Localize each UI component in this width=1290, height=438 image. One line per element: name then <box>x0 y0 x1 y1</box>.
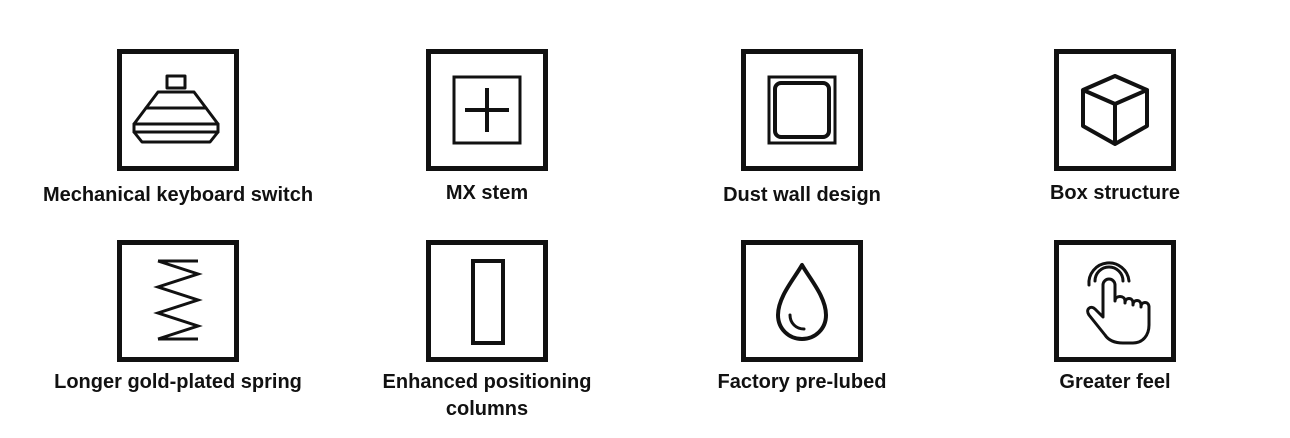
feature-box-structure: Box structure <box>965 49 1265 207</box>
column-icon <box>426 240 548 362</box>
droplet-icon <box>741 240 863 362</box>
feature-label: Enhanced positioning columns <box>382 371 592 420</box>
spring-icon <box>117 240 239 362</box>
feature-mechanical-switch: Mechanical keyboard switch <box>28 49 328 209</box>
feature-greater-feel: Greater feel <box>965 240 1265 396</box>
feature-pre-lubed: Factory pre-lubed <box>652 240 952 396</box>
dust-wall-icon <box>741 49 863 171</box>
feature-label: Mechanical keyboard switch <box>42 184 314 206</box>
feature-label: MX stem <box>445 182 529 204</box>
cross-stem-icon <box>426 49 548 171</box>
finger-touch-icon <box>1054 240 1176 362</box>
feature-label: Greater feel <box>1059 371 1171 393</box>
feature-dust-wall: Dust wall design <box>652 49 952 209</box>
feature-label: Longer gold-plated spring <box>54 371 302 393</box>
feature-label: Dust wall design <box>723 184 881 206</box>
switch-icon <box>117 49 239 171</box>
feature-mx-stem: MX stem <box>337 49 637 207</box>
feature-positioning-columns: Enhanced positioning columns <box>337 240 637 423</box>
cube-icon <box>1054 49 1176 171</box>
feature-label: Factory pre-lubed <box>717 371 887 393</box>
feature-label: Box structure <box>1049 182 1181 204</box>
feature-gold-spring: Longer gold-plated spring <box>28 240 328 396</box>
